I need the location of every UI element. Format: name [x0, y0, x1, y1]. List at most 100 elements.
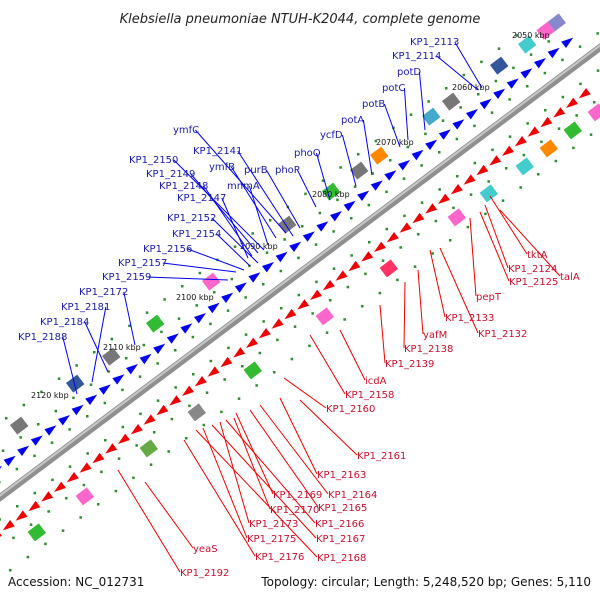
tick-mark — [104, 439, 107, 442]
forward-gene-label: mnmA — [227, 181, 260, 192]
tick-mark — [361, 305, 364, 308]
tick-mark — [381, 259, 385, 262]
reverse-gene-label: KP1_2132 — [478, 329, 527, 340]
tick-mark — [114, 489, 118, 493]
inner-shade-block — [315, 307, 335, 326]
reverse-gene-label: KP1_2166 — [315, 519, 364, 530]
tick-mark — [22, 403, 26, 407]
label-leaders — [62, 41, 561, 573]
leader-line — [162, 262, 237, 273]
forward-gene — [370, 180, 383, 191]
leader-line — [418, 71, 426, 131]
tick-mark — [192, 373, 195, 376]
tick-mark — [526, 85, 529, 88]
reverse-gene — [374, 241, 386, 252]
tick-mark — [413, 265, 417, 268]
reverse-gene-label: KP1_2192 — [180, 568, 229, 579]
forward-gene — [316, 221, 329, 232]
reverse-gene — [79, 462, 92, 473]
tick-mark — [195, 304, 198, 307]
forward-gene-label: KP1_2141 — [193, 146, 242, 157]
tick-mark — [526, 122, 529, 125]
tick-mark — [139, 412, 142, 416]
tick-mark — [455, 137, 459, 141]
tick-mark — [0, 481, 1, 484]
reverse-gene-label: KP1_2133 — [445, 313, 494, 324]
tick-mark — [441, 119, 445, 122]
leader-line — [203, 185, 253, 257]
tick-mark — [79, 516, 82, 519]
leader-line — [249, 409, 319, 508]
tick-mark — [385, 227, 389, 231]
reverse-gene-label: pepT — [476, 292, 502, 303]
tick-mark — [72, 396, 75, 400]
tick-mark — [226, 309, 230, 312]
reverse-gene — [194, 376, 207, 387]
tick-mark — [540, 140, 543, 144]
reverse-gene — [476, 164, 489, 176]
tick-mark — [402, 177, 406, 180]
tick-mark — [339, 166, 342, 169]
reverse-gene-label: KP1_2124 — [508, 264, 557, 275]
tick-mark — [350, 254, 353, 257]
forward-gene-label: potC — [382, 83, 405, 94]
reverse-gene — [527, 126, 540, 137]
forward-gene-label: KP1_2159 — [102, 272, 151, 283]
leader-line — [183, 439, 256, 557]
tick-mark — [561, 58, 564, 62]
forward-gene-label: KP1_2150 — [129, 155, 178, 166]
tick-mark — [473, 161, 477, 165]
forward-gene-label: ymfC — [173, 125, 199, 136]
tick-mark — [336, 198, 339, 202]
reverse-gene-label: yeaS — [193, 544, 218, 555]
tick-mark — [244, 333, 248, 336]
tick-mark — [403, 214, 406, 218]
forward-gene — [452, 119, 465, 130]
tick-mark — [554, 159, 558, 163]
tick-mark — [15, 467, 19, 471]
leader-line — [454, 41, 483, 89]
forward-gene-label: KP1_2188 — [18, 332, 67, 343]
forward-gene-label: KP1_2149 — [146, 169, 195, 180]
tick-mark — [273, 371, 276, 374]
tick-mark — [97, 503, 100, 506]
accession-text: Accession: NC_012731 — [8, 575, 144, 589]
tick-mark — [424, 132, 427, 136]
tick-mark — [107, 370, 110, 373]
tick-mark — [279, 269, 283, 273]
forward-gene-label: KP1_2181 — [61, 302, 110, 313]
tick-mark — [385, 190, 388, 194]
tick-mark — [346, 285, 350, 289]
forward-gene-label: KP1_2148 — [159, 181, 208, 192]
tick-mark — [1, 449, 5, 452]
tick-mark — [494, 79, 498, 83]
reverse-gene — [246, 337, 258, 348]
forward-gene — [153, 343, 166, 354]
forward-gene — [98, 384, 111, 395]
leader-line — [341, 134, 357, 187]
leader-line — [144, 481, 194, 549]
tick-mark — [578, 45, 582, 48]
backbone-highlight — [0, 44, 600, 497]
inner-shade-block — [139, 439, 159, 458]
reverse-gene-label: KP1_2170 — [270, 505, 319, 516]
scale-label: 2070 kbp — [376, 138, 414, 147]
tick-mark — [209, 359, 213, 363]
map-title: Klebsiella pneumoniae NTUH-K2044, comple… — [120, 12, 481, 27]
tick-mark — [508, 135, 512, 138]
tick-mark — [357, 153, 360, 156]
forward-gene — [139, 353, 152, 365]
reverse-gene-label: yafM — [423, 330, 447, 341]
tick-mark — [477, 93, 480, 96]
outer-shade-block — [369, 146, 389, 165]
tick-mark — [417, 233, 420, 236]
forward-gene — [520, 68, 533, 79]
tick-mark — [86, 415, 89, 418]
scale-labels: 2050 kbp 2060 kbp 2070 kbp 2080 kbp 2090 kbp… — [31, 31, 550, 400]
leader-line — [296, 169, 317, 208]
inner-shade-block — [479, 184, 499, 203]
tick-mark — [449, 239, 452, 242]
tick-mark — [484, 212, 487, 216]
tick-mark — [297, 293, 301, 297]
tick-mark — [501, 199, 505, 202]
